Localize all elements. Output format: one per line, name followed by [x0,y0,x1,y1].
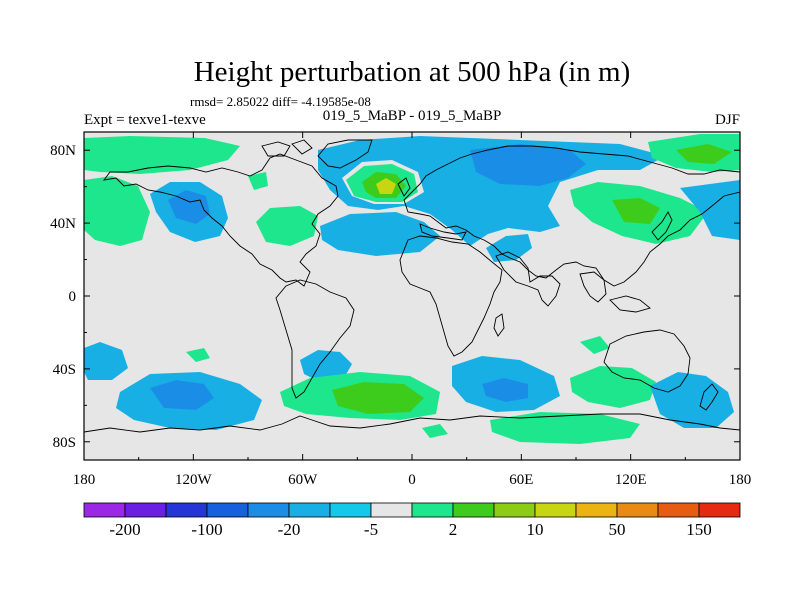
plot-title: Height perturbation at 500 hPa (in m) [194,56,631,88]
colorbar-swatch [452,502,495,518]
colorbar-swatch [370,502,413,518]
contour-n-america-high [256,206,318,246]
coast-mediterranean [419,223,467,241]
coast-arctic-islands [261,139,313,157]
colorbar-label: 2 [449,520,458,539]
contour-s-america-low [300,350,352,382]
colorbar-label: -20 [278,520,301,539]
colorbar-swatch [698,502,741,518]
coast-antarctica [84,413,740,433]
lat-tick-label: 40S [53,362,76,378]
colorbar-swatch [165,502,208,518]
colorbar-label: 150 [686,520,712,539]
colorbar-label: -200 [109,520,140,539]
lon-tick-label: 0 [408,472,416,488]
colorbar-swatch [247,502,290,518]
coast-japan [651,211,673,241]
colorbar-label: -5 [364,520,378,539]
coastlines [84,139,740,433]
colorbar-swatch [657,502,700,518]
stats-label: rmsd= 2.85022 diff= -4.19585e-08 [190,94,371,109]
contour-sw-edge-low [84,342,128,380]
colorbar-swatch [329,502,372,518]
contour-fe-arctic-high-core [676,144,732,164]
contour-s-atlantic-high-core [332,382,424,414]
contour-s-pacific-high-small [186,348,210,362]
axis-ticks: 180 120W 60W 0 60E 120E 180 80N 40N 0 40S 80S [50,132,751,488]
season-label: DJF [715,112,740,128]
contour-s-indian-high-small [580,336,610,354]
contour-n-america-small [248,172,268,190]
coast-se-asia [579,271,651,313]
coast-madagascar [493,313,505,337]
lon-tick-label: 180 [73,472,96,488]
colorbar-swatch [83,502,126,518]
contour-eurasia-low-core [470,144,586,186]
coast-arabia-india [495,251,561,307]
lat-tick-label: 80S [53,435,76,451]
coast-new-zealand [699,383,719,411]
colorbar-label: -100 [191,520,222,539]
contour-n-atlantic-high-core [376,178,396,194]
coast-north-america [102,153,339,287]
lon-tick-label: 60E [509,472,533,488]
lat-tick-label: 80N [50,143,76,159]
contour-nw-pacific-low [680,180,740,240]
contour-antarctic-high-1 [490,412,640,444]
coast-eurasia [403,145,740,287]
contour-n-pacific-high [84,136,240,174]
contour-ne-pacific-low-core [168,190,210,224]
colorbar-swatch [124,502,167,518]
colorbar-swatch [575,502,618,518]
contour-s-pacific-low-core [150,380,214,410]
map-area [84,132,740,460]
colorbar-swatch [616,502,659,518]
lon-tick-label: 120W [175,472,213,488]
coast-africa [399,235,503,357]
lat-tick-label: 0 [69,289,77,305]
coast-south-america [275,279,355,399]
contour-w-pacific-high [84,176,150,246]
colorbar-label: 50 [609,520,626,539]
colorbar: -200 -100 -20 -5 2 10 50 150 [83,502,741,539]
contour-mid-atlantic-low [320,212,440,256]
contour-sw-australia-high [570,366,656,408]
colorbar-swatch [493,502,536,518]
colorbar-swatch [206,502,249,518]
coast-australia [603,329,691,393]
anomaly-contours [84,134,740,444]
contour-atlantic-low-lobe [486,234,532,262]
colorbar-swatch [411,502,454,518]
experiment-label: Expt = texve1-texve [84,112,206,128]
lon-tick-label: 180 [729,472,752,488]
coast-british-isles [397,177,411,197]
contour-s-indian-low-core [482,378,528,402]
contour-e-asia-high-core [612,198,660,224]
case-label: 019_5_MaBP - 019_5_MaBP [323,108,502,124]
coast-greenland [317,139,373,169]
colorbar-swatch [534,502,577,518]
lat-tick-label: 40N [50,216,76,232]
lon-tick-label: 120E [615,472,647,488]
colorbar-swatch [288,502,331,518]
colorbar-label: 10 [527,520,544,539]
lon-tick-label: 60W [288,472,318,488]
contour-antarctic-high-2 [422,424,448,438]
